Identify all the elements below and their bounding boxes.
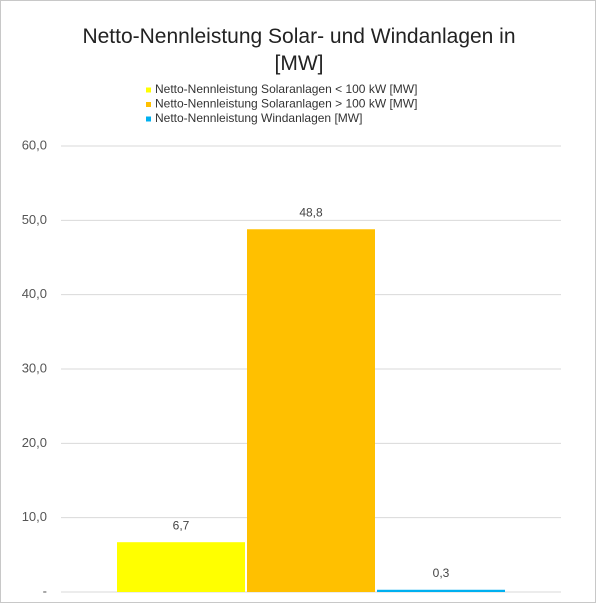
- y-tick-label: 20,0: [22, 435, 47, 450]
- bar: [117, 542, 245, 592]
- y-tick-label: 30,0: [22, 360, 47, 375]
- y-tick-label: 60,0: [22, 137, 47, 152]
- legend-swatch: [146, 87, 151, 93]
- legend-label: Netto-Nennleistung Windanlagen [MW]: [155, 111, 362, 125]
- data-label: 6,7: [173, 518, 190, 532]
- y-tick-label: 40,0: [22, 286, 47, 301]
- data-label: 0,3: [433, 566, 450, 580]
- y-tick-label: -: [43, 583, 47, 598]
- legend-swatch: [146, 102, 151, 107]
- legend-swatch: [146, 116, 151, 122]
- bar: [377, 589, 505, 592]
- data-label: 48,8: [299, 205, 323, 219]
- y-tick-label: 10,0: [22, 509, 47, 524]
- y-tick-label: 50,0: [22, 212, 47, 227]
- legend-label: Netto-Nennleistung Solaranlagen < 100 kW…: [155, 82, 417, 96]
- legend-label: Netto-Nennleistung Solaranlagen > 100 kW…: [155, 97, 417, 111]
- bar: [247, 229, 375, 592]
- chart-title: Netto-Nennleistung Solar- und Windanlage…: [82, 25, 516, 75]
